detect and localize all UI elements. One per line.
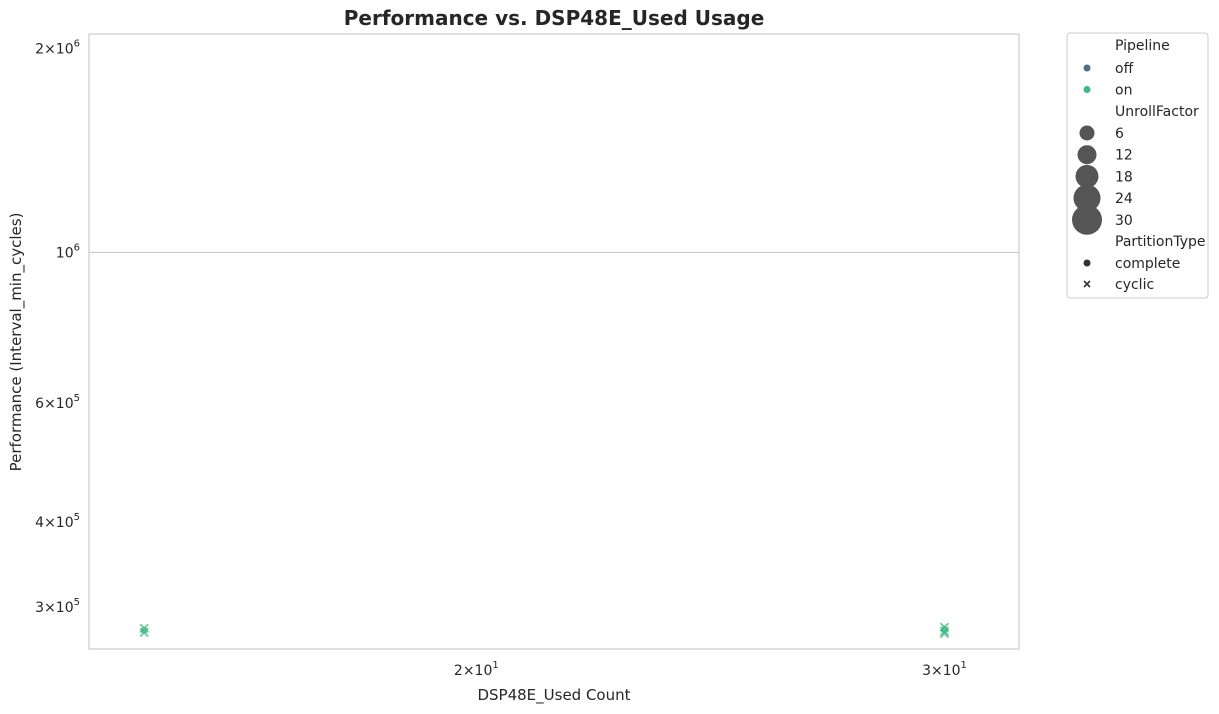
legend-size-marker: [1073, 184, 1101, 212]
y-tick-label: 2×106: [35, 38, 80, 57]
plot-area: 2×106 106 6×105 4×105 3×105 2×101 3×101: [35, 33, 1020, 679]
legend-size-marker: [1077, 145, 1097, 165]
legend-label-off: off: [1115, 61, 1134, 77]
data-point: [939, 628, 950, 639]
plot-frame: [88, 33, 1020, 650]
data-point: [939, 626, 950, 637]
y-tick-label: 6×105: [35, 393, 80, 412]
legend-style-marker: [1083, 280, 1091, 288]
legend-size-marker: [1075, 164, 1099, 188]
legend-size-label: 24: [1115, 191, 1133, 207]
legend-size-marker: [1072, 204, 1102, 235]
legend-marker-on: [1083, 86, 1091, 93]
y-tick-label: 3×105: [35, 597, 80, 616]
x-tick-label: 3×101: [922, 660, 967, 679]
y-tick-label: 106: [56, 242, 80, 261]
legend: Pipeline off on UnrollFactor 6 12 18 24 30 Partit…: [1066, 32, 1209, 299]
legend-title-partitiontype: PartitionType: [1115, 234, 1206, 250]
y-tick-label: 4×105: [35, 512, 80, 531]
legend-box: [1066, 32, 1209, 299]
legend-title-unrollfactor: UnrollFactor: [1115, 104, 1199, 120]
legend-title-pipeline: Pipeline: [1115, 38, 1170, 54]
legend-marker-off: [1083, 64, 1091, 72]
legend-size-label: 18: [1115, 169, 1133, 185]
x-tick-label: 2×101: [454, 660, 499, 679]
x-axis-label: DSP48E_Used Count: [477, 686, 630, 705]
data-point: [139, 627, 149, 638]
legend-style-label: complete: [1115, 256, 1180, 272]
chart-title: Performance vs. DSP48E_Used Usage: [344, 6, 765, 30]
legend-label-on: on: [1115, 83, 1132, 99]
legend-style-label: cyclic: [1115, 277, 1154, 293]
legend-size-label: 6: [1115, 126, 1124, 142]
y-axis-label: Performance (Interval_min_cycles): [7, 213, 26, 472]
legend-style-marker: [1083, 259, 1091, 267]
legend-size-label: 30: [1115, 213, 1133, 229]
data-point: [140, 626, 148, 634]
legend-size-label: 12: [1115, 148, 1133, 164]
legend-size-marker: [1079, 125, 1095, 141]
